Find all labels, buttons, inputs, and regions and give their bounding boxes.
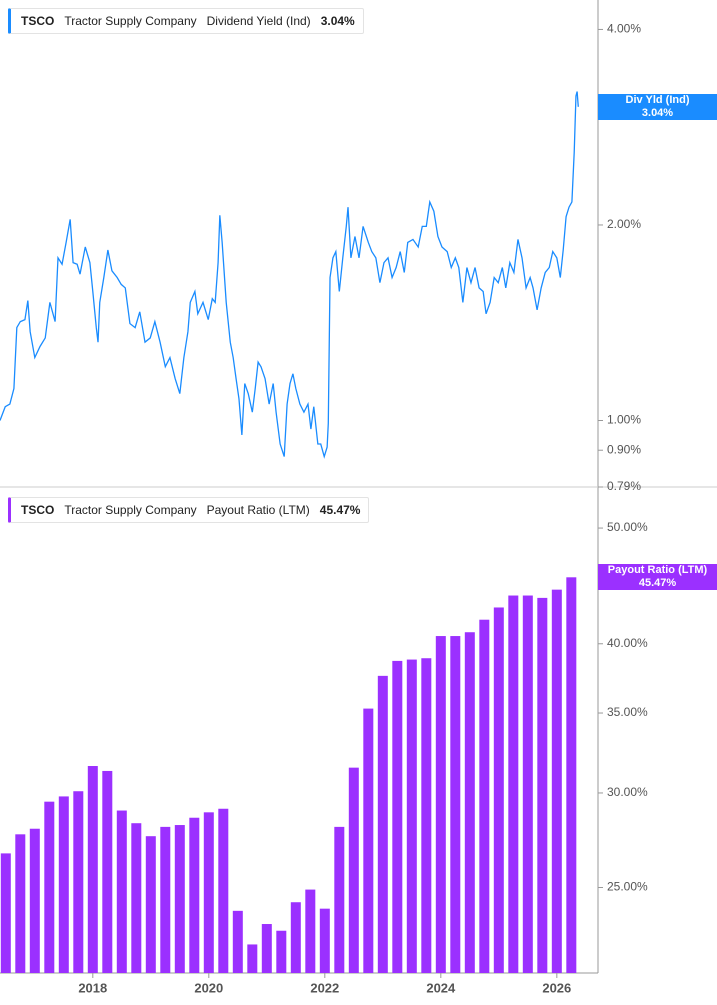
bar xyxy=(551,589,562,973)
y-tick-label: 50.00% xyxy=(607,520,648,534)
bar xyxy=(261,924,272,973)
x-tick-label: 2020 xyxy=(194,980,223,995)
bar xyxy=(334,826,345,973)
bar xyxy=(319,908,330,973)
y-tick-label: 1.00% xyxy=(607,413,641,427)
value-badge: Payout Ratio (LTM) 45.47% xyxy=(598,564,717,591)
bar xyxy=(0,853,11,973)
x-tick-label: 2026 xyxy=(542,980,571,995)
bar xyxy=(189,817,200,973)
bar xyxy=(392,660,403,973)
badge-label: Payout Ratio (LTM) xyxy=(607,564,708,577)
bar xyxy=(116,810,127,973)
bar xyxy=(247,944,258,973)
bar xyxy=(218,808,229,973)
bar xyxy=(145,836,156,973)
bar xyxy=(537,597,548,973)
y-tick-label: 2.00% xyxy=(607,217,641,231)
bar xyxy=(377,675,388,973)
bar xyxy=(102,770,113,973)
last-value: 3.04% xyxy=(320,14,355,28)
company: Tractor Supply Company xyxy=(64,14,197,28)
bar xyxy=(160,826,171,973)
bar xyxy=(276,930,287,973)
bar xyxy=(58,796,69,973)
bar xyxy=(305,889,316,973)
legend: TSCO Tractor Supply Company Dividend Yie… xyxy=(8,8,364,34)
x-tick-label: 2024 xyxy=(426,980,456,995)
bar xyxy=(464,632,475,973)
badge-value: 3.04% xyxy=(641,106,674,119)
bar xyxy=(435,636,446,973)
bar xyxy=(522,595,533,973)
bar xyxy=(44,801,55,973)
bar xyxy=(232,910,243,973)
bar xyxy=(87,766,98,973)
legend-entry: Payout Ratio (LTM) xyxy=(206,503,310,517)
ticker: TSCO xyxy=(21,14,55,28)
bar xyxy=(174,825,185,973)
bar xyxy=(203,812,214,973)
company: Tractor Supply Company xyxy=(64,503,197,517)
bar xyxy=(29,828,40,973)
bar xyxy=(479,619,490,973)
value-badge: Div Yld (Ind) 3.04% xyxy=(598,93,717,120)
y-tick-label: 25.00% xyxy=(607,880,648,894)
bar xyxy=(131,823,142,973)
bar xyxy=(290,902,301,973)
legend: TSCO Tractor Supply Company Payout Ratio… xyxy=(8,497,370,523)
bar xyxy=(421,658,432,973)
bar xyxy=(348,767,359,973)
bar xyxy=(566,577,577,973)
y-tick-label: 35.00% xyxy=(607,705,648,719)
y-tick-label: 0.90% xyxy=(607,442,641,456)
badge-value: 45.47% xyxy=(638,577,677,590)
x-tick-label: 2018 xyxy=(78,980,107,995)
bar xyxy=(363,708,374,973)
last-value: 45.47% xyxy=(319,503,361,517)
y-tick-label: 40.00% xyxy=(607,636,648,650)
legend-entry: Dividend Yield (Ind) xyxy=(206,14,311,28)
x-tick-label: 2022 xyxy=(310,980,339,995)
y-tick-label: 30.00% xyxy=(607,785,648,799)
y-tick-label: 0.79% xyxy=(607,479,641,493)
badge-label: Div Yld (Ind) xyxy=(625,93,690,106)
bar xyxy=(450,636,461,973)
bar xyxy=(493,607,504,973)
line xyxy=(0,91,579,459)
ticker: TSCO xyxy=(21,503,55,517)
bar xyxy=(508,595,519,973)
bar xyxy=(15,834,26,973)
y-tick-label: 4.00% xyxy=(607,22,641,36)
bar xyxy=(406,659,417,973)
bar xyxy=(73,791,84,973)
